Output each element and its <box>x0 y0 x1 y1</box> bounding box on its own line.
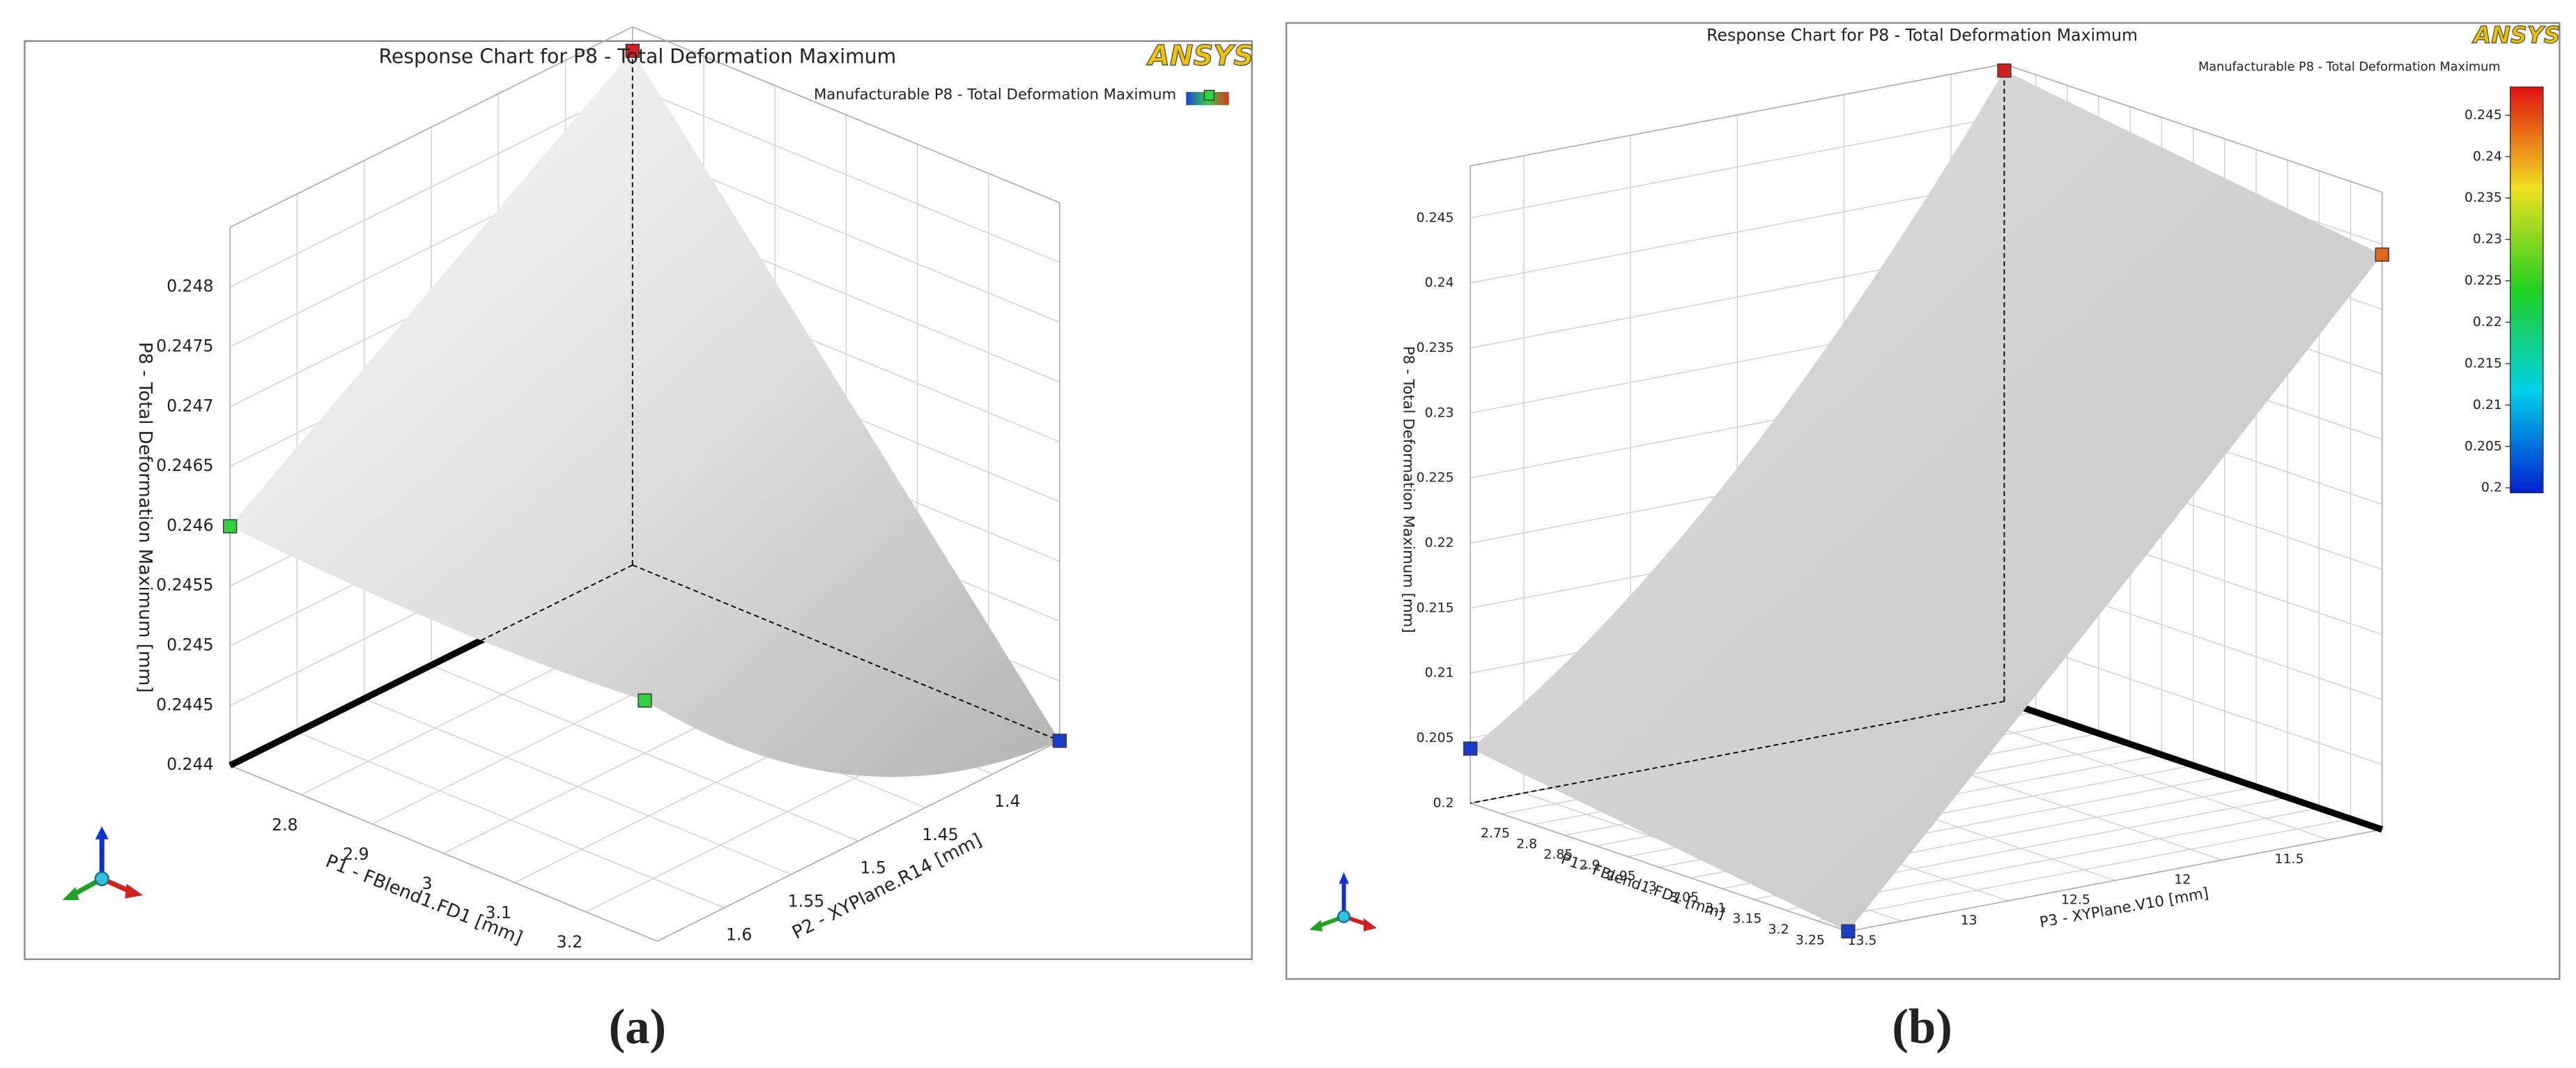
colorbar <box>2509 86 2544 494</box>
z-tick-label: 0.225 <box>1417 470 1454 486</box>
caption: (a) <box>609 1000 666 1054</box>
y-tick-label: 11.5 <box>2275 851 2304 867</box>
z-tick-label: 0.22 <box>1425 535 1454 550</box>
y-tick-label: 1.55 <box>788 892 824 911</box>
legend-icon-marker <box>1203 90 1214 101</box>
logo: ANSYS <box>1146 40 1254 72</box>
z-tick-label: 0.2445 <box>156 695 213 714</box>
y-tick-label: 1.6 <box>726 925 752 945</box>
dashed-line <box>1470 700 2005 804</box>
y-tick-label: 1.5 <box>860 858 886 878</box>
axis-edge <box>2003 698 2384 833</box>
z-tick-label: 0.2 <box>1433 795 1454 810</box>
x-tick-label: 3.05 <box>1669 890 1699 905</box>
x-tick-label: 2.8 <box>272 815 298 835</box>
z-tick-label: 0.205 <box>1417 730 1454 745</box>
z-tick-label: 0.235 <box>1417 340 1454 355</box>
axis-triad <box>1309 872 1377 931</box>
colorbar-tick-label: 0.225 <box>2465 273 2502 288</box>
z-tick-label: 0.24 <box>1425 275 1454 291</box>
y-tick-label: 1.45 <box>922 825 958 844</box>
chart-title: Response Chart for P8 - Total Deformatio… <box>1706 25 2138 45</box>
legend-label: Manufacturable P8 - Total Deformation Ma… <box>814 86 1176 104</box>
x-tick-label: 3 <box>422 874 433 893</box>
colorbar-tick-label: 0.235 <box>2465 190 2502 206</box>
design-point <box>1841 924 1856 938</box>
colorbar-tick-label: 0.245 <box>2465 107 2502 123</box>
design-point <box>1463 741 1478 756</box>
colorbar-tick-label: 0.24 <box>2473 148 2502 164</box>
box-edge <box>1848 828 2382 932</box>
design-point <box>1052 734 1067 748</box>
y-tick-label: 1.4 <box>994 791 1020 811</box>
z-tick-label: 0.215 <box>1417 600 1454 615</box>
z-tick-label: 0.244 <box>167 754 213 774</box>
design-point <box>625 43 640 59</box>
box-edge <box>229 26 633 229</box>
colorbar-tick-label: 0.205 <box>2465 438 2502 454</box>
z-tick-label: 0.23 <box>1425 405 1454 420</box>
design-point <box>1997 63 2012 78</box>
box-edge <box>1470 803 1849 932</box>
box-edge <box>656 740 1061 942</box>
y-tick-label: 12 <box>2174 872 2191 887</box>
y-tick-label: 13 <box>1961 913 1977 928</box>
box-edge <box>1470 63 2005 167</box>
colorbar-tick-label: 0.21 <box>2473 397 2502 412</box>
x-tick-label: 3.1 <box>1705 900 1726 915</box>
x-tick-label: 3 <box>1649 879 1657 895</box>
z-tick-label: 0.2455 <box>156 575 213 595</box>
colorbar-tick-label: 0.23 <box>2473 231 2502 247</box>
x-tick-label: 3.2 <box>557 932 583 952</box>
design-point <box>638 693 652 708</box>
x-tick-label: 3.1 <box>485 903 511 922</box>
z-tick-label: 0.245 <box>167 635 213 655</box>
z-tick-label: 0.246 <box>167 516 213 535</box>
response-surface <box>230 50 1060 777</box>
x-tick-label: 2.95 <box>1607 868 1636 883</box>
z-tick-label: 0.2475 <box>156 336 213 355</box>
x-tick-label: 2.9 <box>343 844 369 864</box>
colorbar-tick-label: 0.22 <box>2473 314 2502 330</box>
design-point <box>2375 247 2389 262</box>
z-axis-title: P8 - Total Deformation Maximum [mm] <box>1400 346 1417 633</box>
x-tick-label: 2.8 <box>1516 836 1537 851</box>
chart-title: Response Chart for P8 - Total Deformatio… <box>379 45 897 68</box>
legend-label: Manufacturable P8 - Total Deformation Ma… <box>2198 61 2501 75</box>
colorbar-tick-label: 0.2 <box>2481 480 2502 495</box>
box-edge <box>2004 63 2383 193</box>
colorbar-tick-label: 0.215 <box>2465 355 2502 371</box>
z-tick-label: 0.247 <box>167 396 213 415</box>
dashed-line <box>229 564 633 766</box>
box-edge <box>229 764 658 942</box>
z-tick-label: 0.245 <box>1417 210 1454 225</box>
response-surface <box>1470 70 2382 931</box>
y-tick-label: 12.5 <box>2061 892 2090 908</box>
z-tick-label: 0.2465 <box>156 456 213 475</box>
design-point <box>222 519 238 534</box>
x-tick-label: 3.15 <box>1732 911 1761 927</box>
axis-triad <box>62 826 144 901</box>
x-tick-label: 2.85 <box>1543 847 1573 862</box>
dashed-line <box>632 564 1061 742</box>
z-axis-title: P8 - Total Deformation Maximum [mm] <box>134 342 155 693</box>
x-tick-label: 2.9 <box>1580 858 1601 873</box>
z-tick-label: 0.21 <box>1425 665 1454 681</box>
caption: (b) <box>1892 1000 1952 1054</box>
z-tick-label: 0.248 <box>167 277 213 296</box>
x-tick-label: 3.2 <box>1768 922 1789 937</box>
box-edge <box>632 26 1061 203</box>
x-tick-label: 3.25 <box>1796 932 1825 947</box>
logo: ANSYS <box>2471 21 2561 48</box>
x-tick-label: 2.75 <box>1481 826 1510 841</box>
